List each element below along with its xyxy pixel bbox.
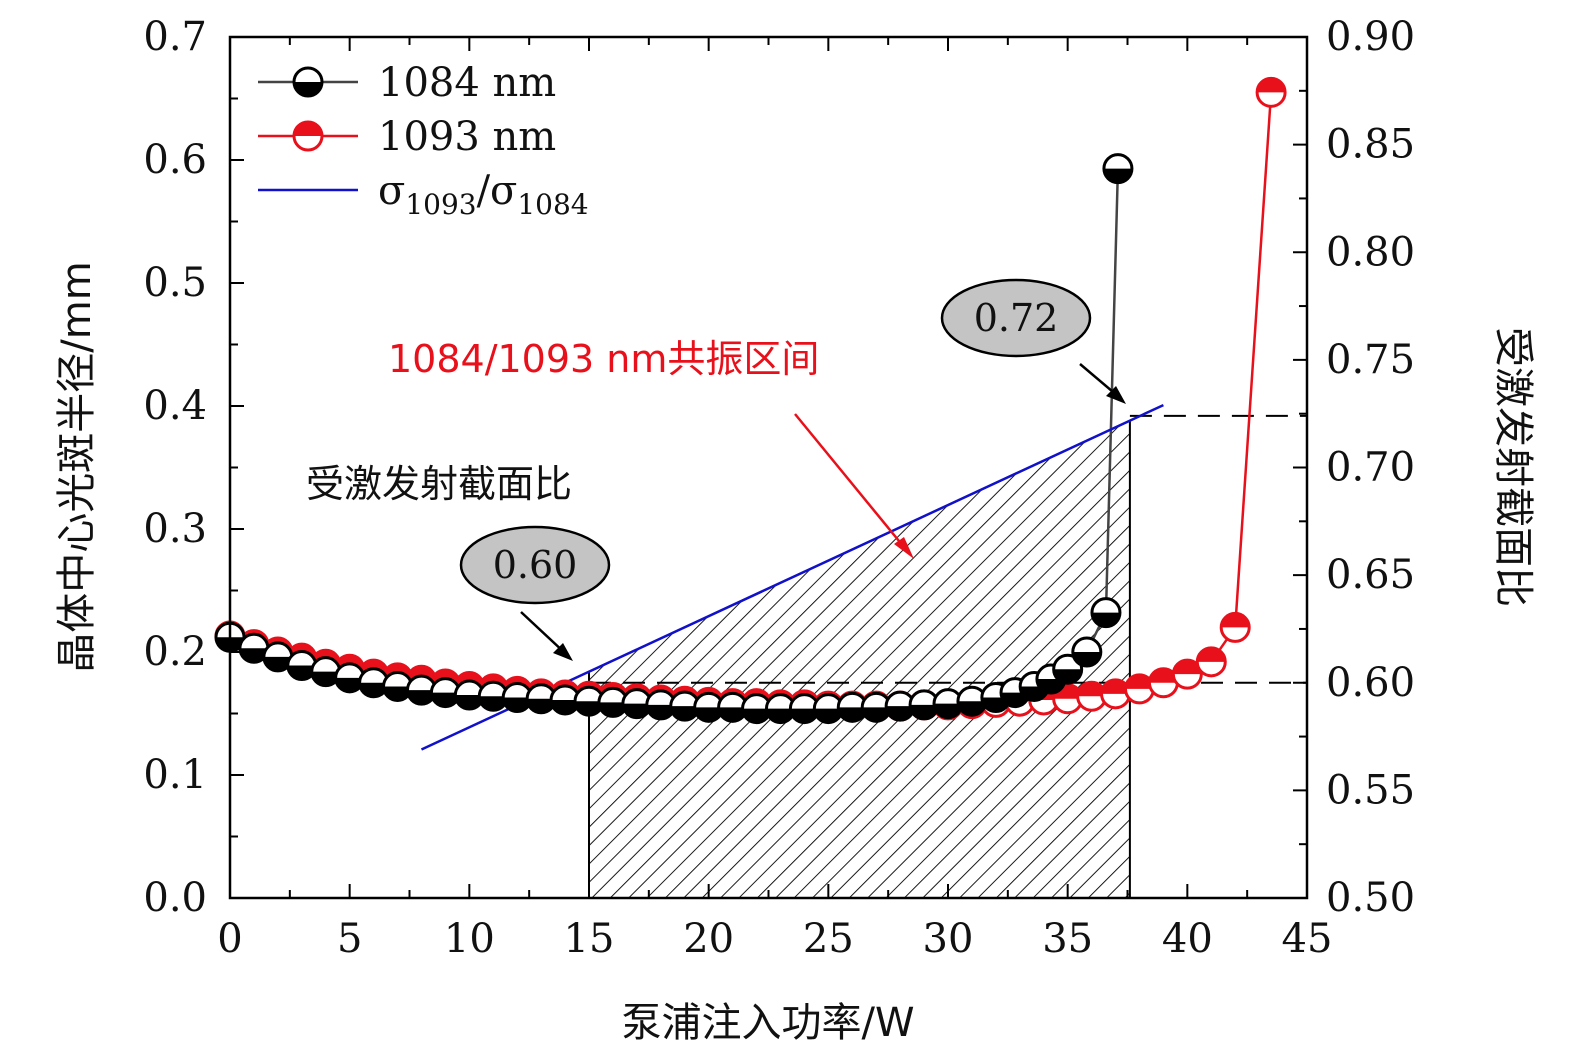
- marker-1093nm: [1171, 658, 1203, 690]
- resonance-region-arrow: [794, 413, 909, 553]
- legend: 1084 nm 1093 nm σ1093/σ1084: [258, 60, 589, 221]
- marker-1093nm: [1195, 646, 1227, 678]
- x-tick-label: 30: [923, 916, 974, 962]
- y-tick-label: 0.7: [143, 14, 207, 60]
- y-tick-label: 0.3: [143, 506, 207, 552]
- y-tick-label: 0.6: [143, 137, 207, 183]
- marker-1084nm: [405, 674, 437, 706]
- y-tick-label: 0.4: [143, 383, 207, 429]
- svg-text:0.72: 0.72: [974, 296, 1059, 340]
- resonance-region-arrowhead: [894, 537, 914, 559]
- x-tick-label: 40: [1162, 916, 1213, 962]
- marker-1093nm: [1076, 680, 1108, 712]
- x-tick-label: 45: [1282, 916, 1333, 962]
- y2-tick-label: 0.70: [1326, 445, 1415, 491]
- marker-1084nm: [310, 656, 342, 688]
- svg-text:0.60: 0.60: [493, 543, 578, 587]
- axis-ticks: [229, 36, 1308, 899]
- y-tick-label: 0.5: [143, 260, 207, 306]
- x-tick-label: 5: [337, 916, 362, 962]
- resonance-region-label: 1084/1093 nm共振区间: [388, 337, 819, 381]
- x-tick-label: 10: [444, 916, 495, 962]
- marker-1084nm: [477, 680, 509, 712]
- y-tick-label: 0.1: [143, 752, 207, 798]
- x-tick-label: 15: [564, 916, 615, 962]
- bubble-0.60: 0.60: [459, 525, 611, 661]
- marker-1093nm: [1255, 76, 1287, 108]
- marker-1084nm: [525, 683, 557, 715]
- marker-1084nm: [788, 693, 820, 725]
- marker-1084nm: [764, 693, 796, 725]
- marker-1084nm: [238, 632, 270, 664]
- y-tick-label: 0.2: [143, 629, 207, 675]
- marker-1093nm: [1219, 611, 1251, 643]
- y2-tick-label: 0.80: [1326, 229, 1415, 275]
- y-tick-labels: 0.0 0.1 0.2 0.3 0.4 0.5 0.6 0.7: [143, 14, 207, 921]
- y2-tick-label: 0.55: [1326, 767, 1415, 813]
- y2-tick-label: 0.50: [1326, 875, 1415, 921]
- y2-tick-label: 0.90: [1326, 14, 1415, 60]
- legend-label-1093nm: 1093 nm: [378, 114, 556, 160]
- legend-label-1084nm: 1084 nm: [378, 60, 556, 106]
- legend-marker-1084nm: [292, 66, 324, 98]
- marker-1093nm: [1100, 678, 1132, 710]
- x-tick-labels: 0 5 10 15 20 25 30 35 40 45: [217, 916, 1332, 962]
- marker-1084nm: [908, 689, 940, 721]
- markers-1084nm: [214, 153, 1134, 725]
- y2-tick-labels: 0.50 0.55 0.60 0.65 0.70 0.75 0.80 0.85 0.90: [1326, 14, 1415, 921]
- marker-1084nm: [741, 693, 773, 725]
- marker-1084nm: [1052, 653, 1084, 685]
- marker-1084nm: [645, 689, 677, 721]
- ratio-label: 受激发射截面比: [306, 462, 572, 506]
- legend-label-sigma-ratio: σ1093/σ1084: [378, 168, 589, 221]
- x-tick-label: 0: [217, 916, 242, 962]
- marker-1084nm: [669, 690, 701, 722]
- y2-axis-title: 受激发射截面比: [1490, 327, 1536, 607]
- marker-1084nm: [621, 688, 653, 720]
- y2-tick-label: 0.85: [1326, 122, 1415, 168]
- marker-1084nm: [549, 684, 581, 716]
- marker-1084nm: [860, 691, 892, 723]
- x-tick-label: 25: [803, 916, 854, 962]
- bubble-0.72: 0.72: [940, 278, 1126, 404]
- marker-1084nm: [812, 693, 844, 725]
- y-axis-title: 晶体中心光斑半径/mm: [54, 261, 100, 672]
- y2-tick-label: 0.60: [1326, 660, 1415, 706]
- marker-1084nm: [1071, 636, 1103, 668]
- x-tick-label: 20: [683, 916, 734, 962]
- marker-1084nm: [1090, 597, 1122, 629]
- x-axis-title: 泵浦注入功率/W: [621, 1000, 914, 1046]
- legend-marker-1093nm: [292, 120, 324, 152]
- y-tick-label: 0.0: [143, 875, 207, 921]
- y2-tick-label: 0.65: [1326, 552, 1415, 598]
- x-tick-label: 35: [1042, 916, 1093, 962]
- marker-1084nm: [1102, 153, 1134, 185]
- y2-tick-label: 0.75: [1326, 337, 1415, 383]
